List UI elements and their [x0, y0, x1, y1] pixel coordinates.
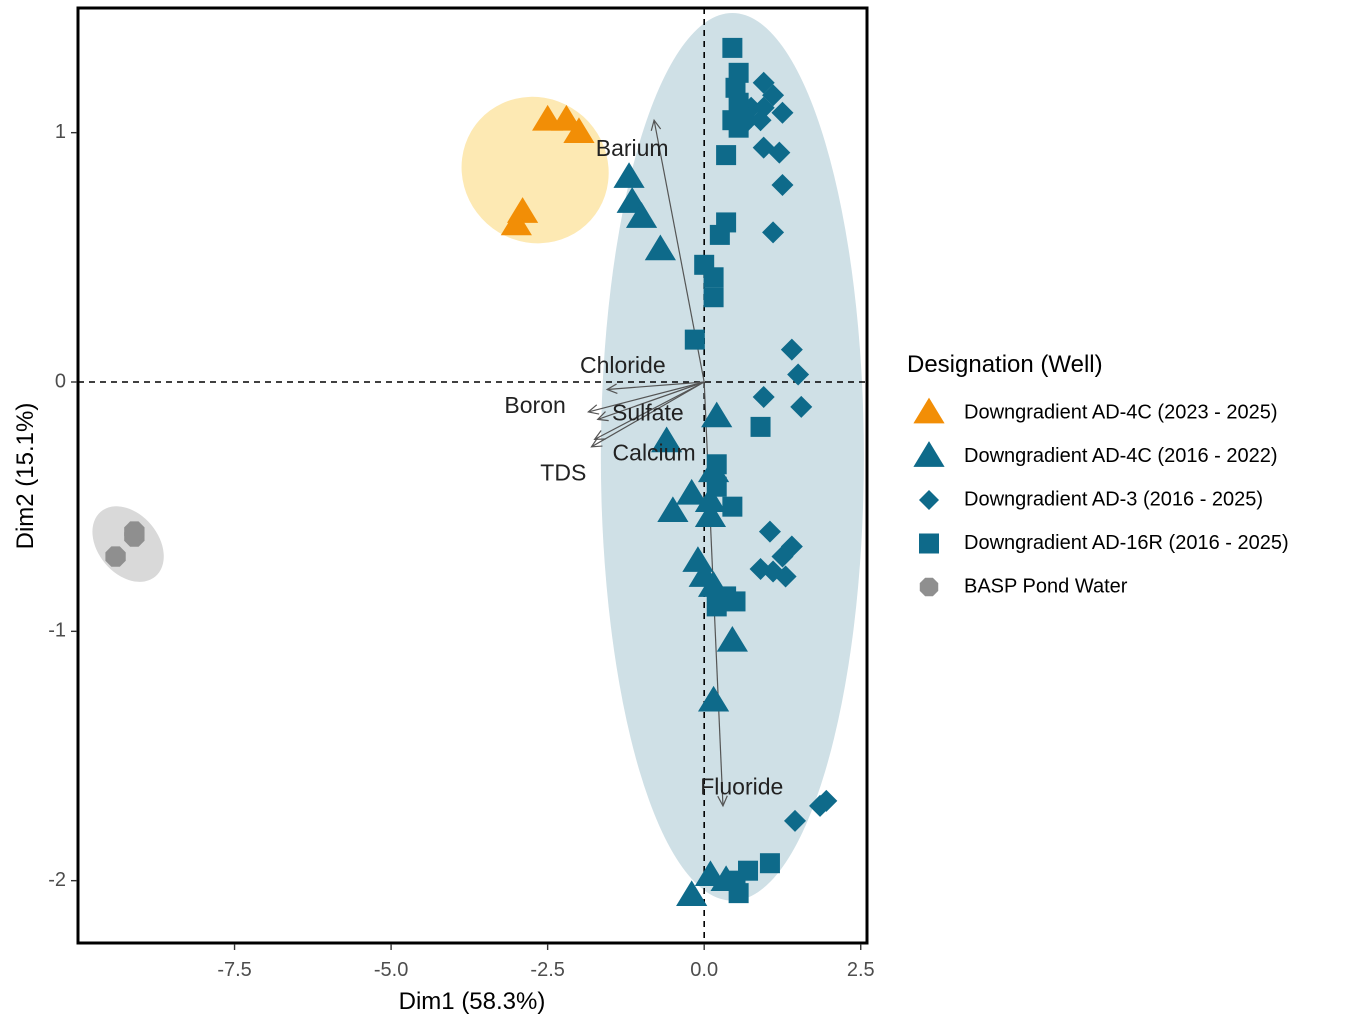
- point-downgradient-ad-16r-2016-2025: [728, 883, 749, 904]
- point-downgradient-ad-3-2016-2025: [771, 545, 794, 568]
- y-axis-title: Dim2 (15.1%): [12, 403, 39, 550]
- point-downgradient-ad-4c-2016-2022: [644, 234, 676, 261]
- point-downgradient-ad-3-2016-2025: [815, 789, 838, 812]
- point-downgradient-ad-4c-2016-2022: [651, 426, 683, 453]
- arrowhead-calcium: [593, 430, 606, 440]
- point-downgradient-ad-4c-2016-2022: [613, 162, 645, 188]
- arrowhead-sulfate: [596, 411, 609, 422]
- point-downgradient-ad-4c-2023-2025: [550, 104, 583, 131]
- point-basp-pond-water: [105, 546, 126, 567]
- x-tick-label: -2.5: [530, 959, 564, 981]
- point-downgradient-ad-4c-2023-2025: [563, 117, 595, 144]
- arrow-calcium: [594, 381, 705, 440]
- x-tick-label: -5.0: [374, 959, 408, 981]
- point-downgradient-ad-3-2016-2025: [771, 174, 794, 197]
- point-downgradient-ad-16r-2016-2025: [706, 596, 727, 617]
- arrow-tds: [591, 381, 705, 448]
- point-downgradient-ad-16r-2016-2025: [759, 853, 780, 874]
- plot-panel-border: [76, 6, 869, 945]
- label-boron: Boron: [504, 392, 565, 418]
- y-tick-label: -1: [48, 620, 66, 642]
- point-downgradient-ad-16r-2016-2025: [725, 591, 746, 612]
- arrow-sulfate: [597, 381, 705, 420]
- legend-key-downgradient-ad-3-2016-2025: [919, 490, 939, 510]
- point-downgradient-ad-16r-2016-2025: [706, 454, 727, 475]
- point-downgradient-ad-3-2016-2025: [758, 520, 781, 543]
- point-downgradient-ad-4c-2016-2022: [625, 202, 658, 228]
- arrowhead-tds: [590, 437, 603, 448]
- legend-title: Designation (Well): [907, 351, 1103, 378]
- ellipse-downgradient-ad-4c-2023-2025: [461, 96, 609, 244]
- legend-label-downgradient-ad-4c-2023-2025: Downgradient AD-4C (2023 - 2025): [964, 401, 1278, 423]
- point-downgradient-ad-3-2016-2025: [768, 141, 791, 164]
- legend: Designation (Well) Downgradient AD-4C (2…: [907, 351, 1289, 597]
- point-downgradient-ad-3-2016-2025: [762, 84, 785, 107]
- point-downgradient-ad-16r-2016-2025: [684, 329, 705, 350]
- label-calcium: Calcium: [613, 439, 696, 465]
- legend-key-basp-pond-water: [919, 577, 939, 597]
- point-downgradient-ad-4c-2016-2022: [697, 685, 730, 712]
- label-tds: TDS: [540, 459, 586, 485]
- y-tick-label: 0: [55, 370, 66, 392]
- point-downgradient-ad-3-2016-2025: [749, 109, 772, 132]
- point-downgradient-ad-4c-2016-2022: [657, 496, 689, 523]
- point-downgradient-ad-4c-2016-2022: [701, 401, 733, 428]
- point-downgradient-ad-3-2016-2025: [752, 385, 775, 408]
- arrow-chloride: [607, 381, 705, 391]
- legend-key-downgradient-ad-4c-2016-2022: [913, 441, 945, 467]
- point-downgradient-ad-4c-2023-2025: [500, 209, 532, 236]
- point-downgradient-ad-3-2016-2025: [790, 395, 813, 418]
- point-downgradient-ad-3-2016-2025: [783, 809, 806, 832]
- point-basp-pond-water: [124, 521, 145, 542]
- point-downgradient-ad-3-2016-2025: [780, 338, 803, 361]
- point-downgradient-ad-3-2016-2025: [774, 565, 797, 588]
- arrowhead-chloride: [605, 383, 618, 395]
- point-downgradient-ad-4c-2016-2022: [676, 478, 708, 505]
- x-tick-label: 2.5: [847, 959, 875, 981]
- point-downgradient-ad-3-2016-2025: [787, 363, 810, 386]
- variable-labels: Barium Chloride Boron Sulfate Calcium TDS Fluo…: [504, 135, 783, 799]
- point-downgradient-ad-16r-2016-2025: [728, 117, 749, 138]
- label-chloride: Chloride: [580, 352, 666, 378]
- point-downgradient-ad-3-2016-2025: [771, 101, 794, 124]
- point-downgradient-ad-4c-2016-2022: [694, 486, 727, 513]
- arrowhead-barium: [650, 118, 662, 131]
- point-downgradient-ad-16r-2016-2025: [722, 496, 743, 517]
- point-downgradient-ad-4c-2016-2022: [694, 501, 727, 528]
- legend-label-downgradient-ad-4c-2016-2022: Downgradient AD-4C (2016 - 2022): [964, 445, 1278, 467]
- point-downgradient-ad-4c-2016-2022: [676, 880, 708, 907]
- arrow-boron: [588, 381, 705, 413]
- point-downgradient-ad-16r-2016-2025: [703, 267, 724, 288]
- legend-label-basp-pond-water: BASP Pond Water: [964, 575, 1128, 597]
- legend-key-downgradient-ad-16r-2016-2025: [919, 533, 939, 554]
- label-fluoride: Fluoride: [700, 773, 783, 799]
- x-axis-title: Dim1 (58.3%): [399, 988, 546, 1015]
- y-tick-label: 1: [55, 121, 66, 143]
- legend-label-downgradient-ad-3-2016-2025: Downgradient AD-3 (2016 - 2025): [964, 488, 1263, 510]
- point-downgradient-ad-16r-2016-2025: [706, 476, 727, 497]
- arrowhead-boron: [587, 404, 600, 415]
- x-tick-label: 0.0: [690, 959, 718, 981]
- point-downgradient-ad-4c-2016-2022: [716, 625, 748, 652]
- x-tick-label: -7.5: [217, 959, 251, 981]
- point-downgradient-ad-16r-2016-2025: [703, 287, 724, 308]
- axis-ticks: -7.5 -5.0 -2.5 0.0 2.5 1 0 -1 -2: [48, 121, 874, 981]
- point-downgradient-ad-16r-2016-2025: [722, 37, 743, 58]
- data-points: [105, 37, 838, 907]
- y-tick-label: -2: [48, 869, 66, 891]
- arrowhead-fluoride: [717, 795, 728, 808]
- label-sulfate: Sulfate: [612, 399, 684, 425]
- legend-key-downgradient-ad-4c-2023-2025: [913, 397, 945, 424]
- point-downgradient-ad-16r-2016-2025: [716, 145, 737, 166]
- point-downgradient-ad-16r-2016-2025: [709, 224, 730, 245]
- point-downgradient-ad-16r-2016-2025: [750, 416, 771, 437]
- group-ellipses: [92, 12, 864, 901]
- label-barium: Barium: [596, 135, 669, 161]
- point-downgradient-ad-3-2016-2025: [762, 221, 785, 244]
- legend-label-downgradient-ad-16r-2016-2025: Downgradient AD-16R (2016 - 2025): [964, 532, 1289, 554]
- ellipse-downgradient-ad-4c-2016-2022: [600, 12, 864, 901]
